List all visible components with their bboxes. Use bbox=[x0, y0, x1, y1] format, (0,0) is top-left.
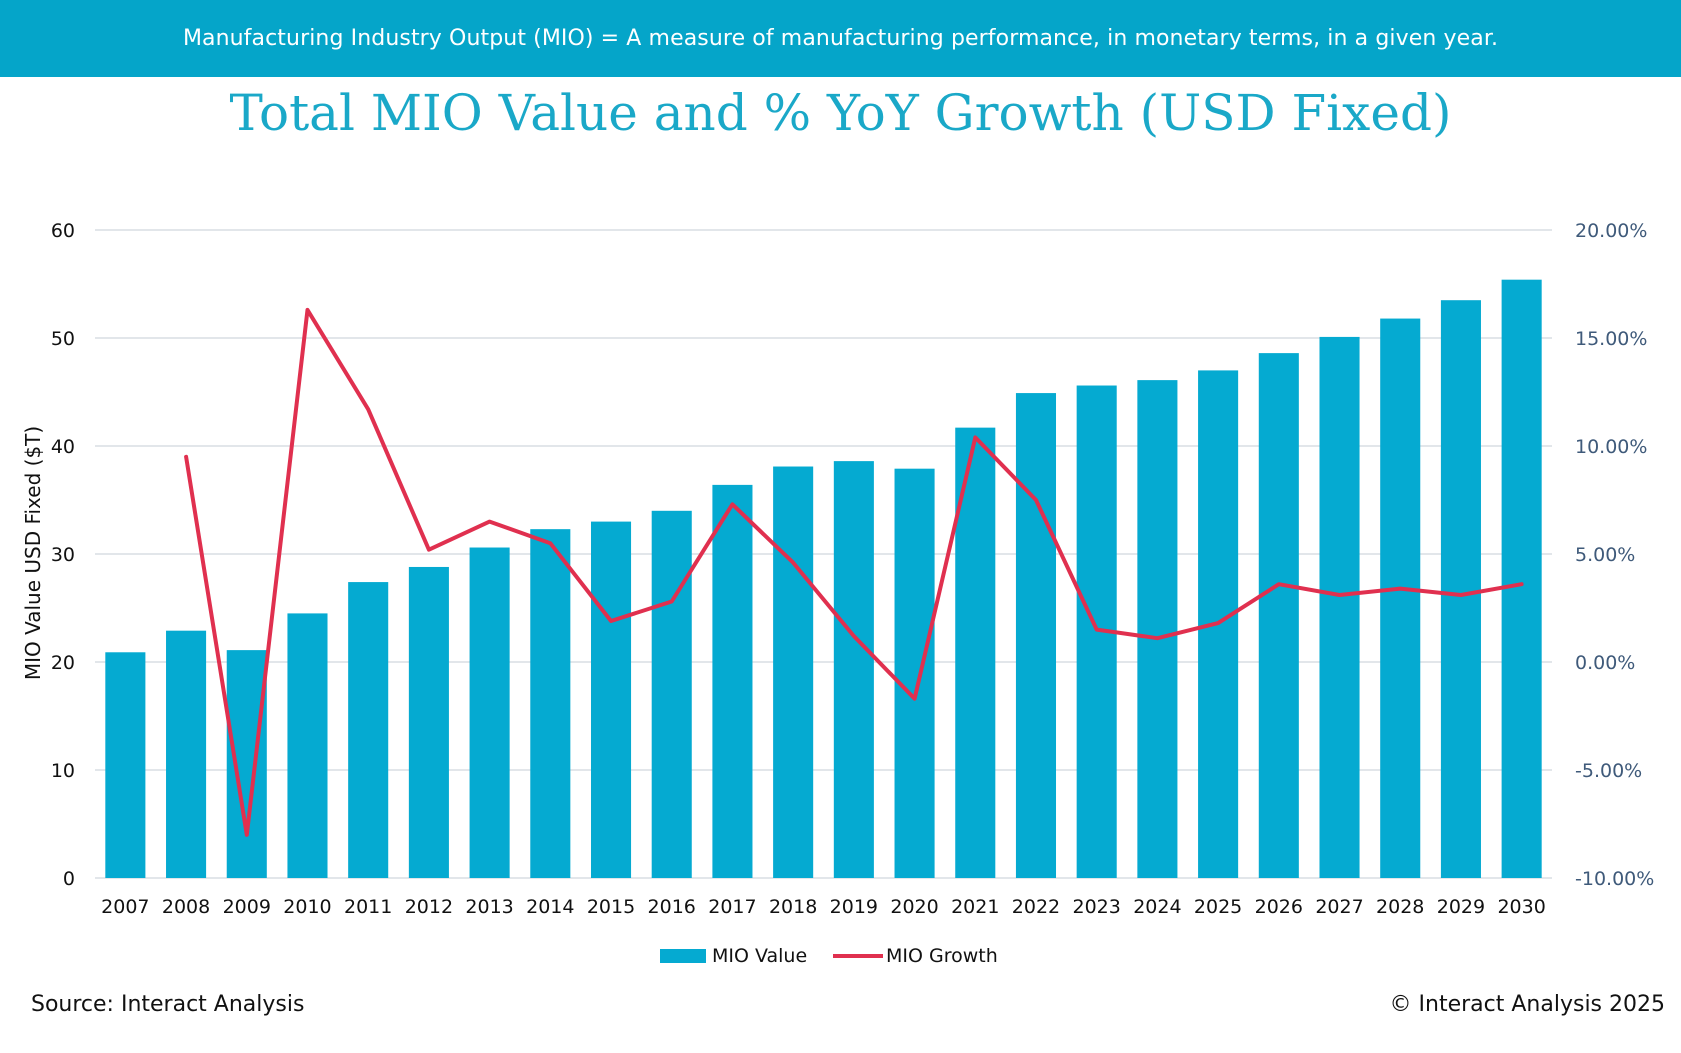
bar-mio-value bbox=[1319, 336, 1360, 878]
x-tick-label: 2030 bbox=[1497, 896, 1545, 918]
definition-text: Manufacturing Industry Output (MIO) = A … bbox=[182, 26, 1499, 51]
x-tick-label: 2029 bbox=[1437, 896, 1485, 918]
legend-label-mio-growth: MIO Growth bbox=[886, 945, 998, 967]
chart-title: Total MIO Value and % YoY Growth (USD Fi… bbox=[229, 84, 1452, 142]
y-tick-label: 50 bbox=[51, 328, 75, 350]
bar-mio-value bbox=[1015, 393, 1057, 878]
x-tick-label: 2024 bbox=[1133, 896, 1181, 918]
bar-mio-value bbox=[348, 582, 389, 878]
bar-mio-value bbox=[651, 510, 692, 878]
y2-tick-label: 5.00% bbox=[1575, 544, 1635, 566]
definition-banner: Manufacturing Industry Output (MIO) = A … bbox=[0, 0, 1681, 77]
x-tick-label: 2020 bbox=[890, 896, 938, 918]
y-axis-label: MIO Value USD Fixed ($T) bbox=[21, 426, 45, 680]
bar-mio-value bbox=[773, 466, 814, 878]
line-series bbox=[184, 307, 1524, 837]
bar-mio-value bbox=[408, 566, 449, 878]
right-axis-ticks: -10.00% -5.00% 0.00% 5.00% 10.00% 15.00% 20.00… bbox=[1575, 220, 1654, 890]
x-tick-label: 2008 bbox=[162, 896, 210, 918]
x-tick-label: 2022 bbox=[1012, 896, 1060, 918]
legend-swatch-mio-value bbox=[660, 949, 706, 963]
bar-mio-value bbox=[105, 652, 146, 878]
bar-mio-value bbox=[833, 461, 874, 878]
x-tick-label: 2019 bbox=[830, 896, 878, 918]
bar-mio-value bbox=[712, 484, 753, 878]
y-tick-label: 10 bbox=[51, 760, 75, 782]
x-tick-label: 2012 bbox=[405, 896, 453, 918]
bar-mio-value bbox=[226, 650, 267, 878]
y2-tick-label: 20.00% bbox=[1575, 220, 1647, 242]
gridlines bbox=[95, 229, 1552, 879]
bar-mio-value bbox=[1258, 353, 1299, 878]
x-tick-label: 2025 bbox=[1194, 896, 1242, 918]
legend: MIO Value MIO Growth bbox=[660, 945, 998, 967]
x-tick-label: 2027 bbox=[1315, 896, 1363, 918]
y-tick-label: 0 bbox=[63, 868, 75, 890]
bar-mio-value bbox=[1380, 318, 1421, 878]
x-tick-label: 2017 bbox=[708, 896, 756, 918]
x-tick-label: 2026 bbox=[1255, 896, 1303, 918]
x-tick-label: 2010 bbox=[283, 896, 331, 918]
x-axis-ticks: 2007 2008 2009 2010 2011 2012 2013 2014 2015 2016… bbox=[101, 896, 1546, 918]
y2-tick-label: 0.00% bbox=[1575, 652, 1635, 674]
bar-mio-value bbox=[590, 521, 632, 878]
x-tick-label: 2015 bbox=[587, 896, 635, 918]
bar-series bbox=[105, 279, 1542, 878]
y2-tick-label: -5.00% bbox=[1575, 760, 1642, 782]
x-tick-label: 2018 bbox=[769, 896, 817, 918]
bar-mio-value bbox=[1501, 279, 1542, 878]
x-tick-label: 2007 bbox=[101, 896, 149, 918]
bar-mio-value bbox=[287, 613, 328, 878]
bar-mio-value bbox=[894, 468, 935, 878]
x-tick-label: 2009 bbox=[223, 896, 271, 918]
bar-mio-value bbox=[166, 630, 207, 878]
y-tick-label: 20 bbox=[51, 652, 75, 674]
y-tick-label: 30 bbox=[51, 544, 75, 566]
copyright-note: © Interact Analysis 2025 bbox=[1389, 992, 1665, 1017]
y-tick-label: 60 bbox=[51, 220, 75, 242]
x-tick-label: 2028 bbox=[1376, 896, 1424, 918]
bar-mio-value bbox=[1137, 380, 1178, 878]
bar-mio-value bbox=[530, 529, 571, 878]
bar-mio-value bbox=[469, 547, 510, 878]
left-axis-ticks: 0 10 20 30 40 50 60 bbox=[51, 220, 75, 890]
y2-tick-label: -10.00% bbox=[1575, 868, 1654, 890]
x-tick-label: 2023 bbox=[1073, 896, 1121, 918]
legend-label-mio-value: MIO Value bbox=[712, 945, 807, 967]
x-tick-label: 2014 bbox=[526, 896, 574, 918]
y2-tick-label: 15.00% bbox=[1575, 328, 1647, 350]
x-tick-label: 2011 bbox=[344, 896, 392, 918]
y-tick-label: 40 bbox=[51, 436, 75, 458]
x-tick-label: 2016 bbox=[648, 896, 696, 918]
source-note: Source: Interact Analysis bbox=[31, 992, 305, 1017]
bar-mio-value bbox=[1440, 300, 1481, 878]
x-tick-label: 2013 bbox=[465, 896, 513, 918]
x-tick-label: 2021 bbox=[951, 896, 999, 918]
y2-tick-label: 10.00% bbox=[1575, 436, 1647, 458]
